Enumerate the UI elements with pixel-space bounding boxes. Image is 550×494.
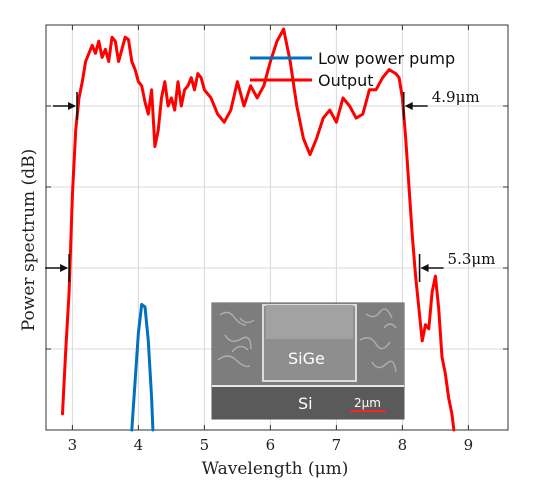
arrow-left-head xyxy=(68,102,77,110)
inset-label-sige: SiGe xyxy=(288,349,325,368)
annotation-label: 5.3μm xyxy=(448,250,496,268)
axes: 3 4 5 6 7 8 9 xyxy=(45,24,509,454)
x-tick-label: 6 xyxy=(266,436,276,454)
arrow-left-head xyxy=(60,264,69,272)
x-tick-label: 7 xyxy=(332,436,342,454)
sem-inset-image: SiGe Si 2μm xyxy=(211,302,405,420)
inset-scale-label: 2μm xyxy=(354,396,381,410)
plot-frame xyxy=(45,24,509,431)
series-layer xyxy=(61,27,456,432)
y-axis-label: Power spectrum (dB) xyxy=(19,149,39,331)
series-line-low-power-pump xyxy=(130,302,155,432)
x-tick-label: 9 xyxy=(464,436,474,454)
annotation-layer: 4.9μm 5.3μm xyxy=(45,88,495,282)
x-tick-label: 8 xyxy=(398,436,408,454)
legend-label-low-power-pump: Low power pump xyxy=(318,49,455,68)
x-tick-label: 5 xyxy=(200,436,210,454)
x-tick-label: 3 xyxy=(68,436,78,454)
x-tick-label: 4 xyxy=(134,436,144,454)
x-axis-label: Wavelength (μm) xyxy=(202,459,349,479)
annotation-label: 4.9μm xyxy=(432,88,480,106)
arrow-right-head xyxy=(404,102,413,110)
inset-label-si: Si xyxy=(298,394,313,413)
arrow-right-head xyxy=(420,264,429,272)
series-line-output xyxy=(61,27,456,432)
legend: Low power pump Output xyxy=(250,49,455,90)
legend-label-output: Output xyxy=(318,71,374,90)
